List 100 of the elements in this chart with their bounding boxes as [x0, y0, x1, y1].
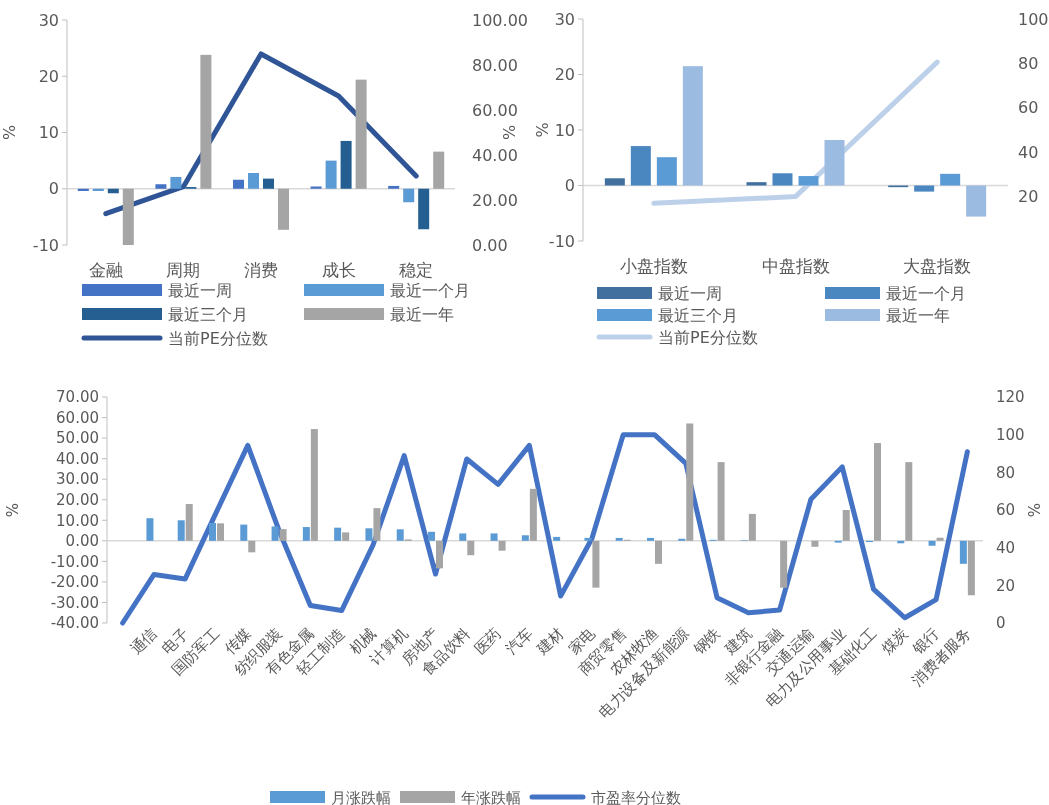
y2-tick-label: 60: [1018, 98, 1039, 118]
y-tick-label: 60.00: [56, 408, 99, 427]
legend-label: 月涨跌幅: [331, 789, 391, 805]
y2-tick-label: 80.00: [472, 55, 518, 75]
y-tick-label: -10: [548, 231, 575, 251]
bar: [122, 188, 134, 245]
bar: [966, 185, 987, 217]
y2-tick-label: 40.00: [472, 145, 518, 165]
y2-tick-label: 100: [1018, 9, 1049, 29]
y-tick-label: 30: [38, 10, 59, 30]
bar: [240, 524, 248, 541]
y2-tick-label: 100: [996, 425, 1025, 444]
y-tick-label: 10.00: [56, 511, 99, 530]
y-tick-label: 0: [48, 179, 59, 199]
y2-tick-label: 80: [1018, 54, 1039, 73]
bar: [185, 504, 193, 541]
x-tick-label: 通信: [126, 624, 161, 659]
bar: [200, 54, 212, 189]
bar: [325, 160, 337, 189]
bar: [418, 188, 430, 230]
legend-label: 最近三个月: [658, 306, 738, 325]
bar: [746, 182, 767, 186]
y2-tick-label: 20.00: [472, 190, 518, 210]
y-tick-label: 40.00: [56, 449, 99, 468]
x-tick-label: 小盘指数: [619, 256, 688, 276]
y-tick-label: 10: [554, 120, 575, 140]
y-tick-label: 20: [38, 66, 59, 86]
x-tick-label: 大盘指数: [903, 256, 972, 276]
y2-tick-label: 20: [1018, 187, 1039, 207]
y2-tick-label: 80: [996, 463, 1016, 482]
bar: [824, 139, 845, 186]
bar: [678, 538, 686, 541]
bar: [630, 146, 651, 186]
y-tick-label: 30.00: [56, 470, 99, 489]
y2-axis-title: %: [500, 124, 519, 141]
bar: [155, 184, 167, 189]
x-tick-label: 稳定: [399, 260, 434, 280]
bar: [310, 429, 318, 541]
bar: [940, 173, 961, 186]
y-axis-title: %: [0, 124, 19, 141]
bar: [498, 540, 506, 551]
bar: [355, 79, 367, 189]
bar: [914, 185, 935, 192]
bar: [592, 540, 600, 588]
legend-label: 市盈率分位数: [591, 789, 681, 805]
x-tick-label: 成长: [321, 260, 356, 280]
x-tick-label: 医药: [470, 624, 505, 659]
bar: [170, 176, 182, 189]
y-tick-label: 20.00: [56, 490, 99, 509]
bar: [529, 488, 537, 541]
bar: [655, 540, 662, 564]
legend-label: 当前PE分位数: [168, 329, 268, 348]
bar: [584, 537, 592, 541]
bar: [177, 520, 185, 541]
y2-tick-label: 0: [996, 614, 1006, 633]
bar: [615, 537, 623, 541]
y-tick-label: -40.00: [50, 614, 99, 633]
y2-tick-label: 60: [996, 501, 1016, 520]
legend-label: 最近一周: [658, 284, 722, 303]
bar: [233, 179, 244, 189]
bar: [604, 178, 625, 186]
legend-label: 最近一周: [168, 281, 232, 300]
y-tick-label: 50.00: [56, 429, 99, 448]
bar: [403, 188, 415, 203]
legend-label: 最近一年: [886, 306, 950, 325]
y-tick-label: -10.00: [50, 552, 99, 571]
y2-tick-label: 40: [1018, 142, 1039, 162]
bar: [433, 151, 445, 189]
bar: [436, 540, 443, 569]
bar: [553, 536, 561, 541]
bar: [686, 423, 694, 541]
legend-label: 当前PE分位数: [658, 328, 758, 347]
y2-tick-label: 100.00: [472, 10, 528, 30]
bar: [279, 529, 287, 541]
bar: [365, 528, 373, 541]
bar: [302, 527, 310, 541]
y2-tick-label: 60.00: [472, 100, 518, 120]
bar: [373, 508, 381, 541]
bar: [959, 540, 967, 564]
y2-tick-label: 0.00: [472, 235, 508, 255]
y-tick-label: 70.00: [56, 388, 99, 407]
bar: [146, 518, 154, 541]
bar: [278, 188, 289, 230]
bar: [928, 540, 936, 546]
bar: [780, 540, 788, 588]
bar: [490, 533, 498, 541]
y-tick-label: 20: [554, 65, 575, 85]
x-tick-label: 钢铁: [689, 624, 724, 659]
bar: [334, 527, 342, 541]
bar: [459, 533, 467, 541]
legend-label: 最近一年: [390, 305, 454, 324]
y-tick-label: 30: [554, 9, 575, 29]
bar: [428, 531, 435, 541]
bar: [647, 537, 654, 541]
x-tick-label: 煤炭: [877, 624, 912, 659]
x-tick-label: 周期: [166, 260, 201, 280]
bar: [521, 535, 529, 541]
bar: [263, 178, 274, 189]
bar: [248, 173, 259, 189]
bar: [271, 526, 279, 541]
